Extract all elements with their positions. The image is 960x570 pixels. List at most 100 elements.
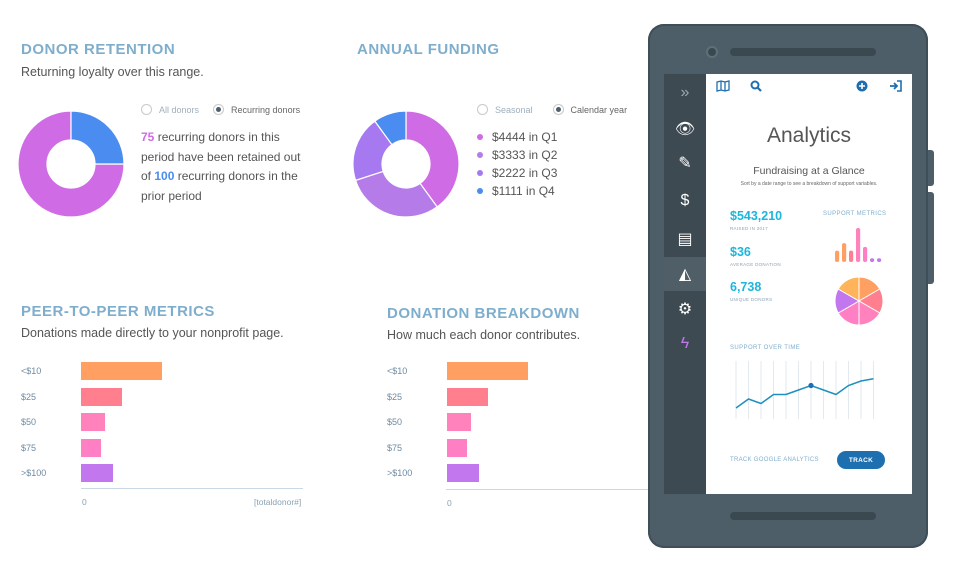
add-icon[interactable] bbox=[856, 80, 868, 95]
support-metrics-bar bbox=[870, 258, 875, 262]
support-line bbox=[735, 378, 874, 409]
gears-icon[interactable]: ⚙ bbox=[677, 301, 693, 318]
funding-slice bbox=[374, 110, 407, 146]
radio-all-donors[interactable]: All donors bbox=[141, 104, 199, 115]
breakdown-bar bbox=[447, 438, 468, 457]
breakdown-axis-line bbox=[446, 489, 650, 490]
breakdown-bar-label: <$10 bbox=[387, 366, 408, 376]
support-metrics-bar bbox=[835, 250, 840, 262]
quarter-legend: $4444 in Q1 $3333 in Q2 $2222 in Q3 $1111 i… bbox=[477, 128, 557, 200]
support-over-time-line-chart bbox=[735, 361, 874, 419]
contact-card-icon[interactable]: ▤ bbox=[677, 231, 693, 248]
legend-bullet-icon bbox=[477, 134, 483, 140]
breakdown-bar bbox=[447, 413, 472, 431]
quarter-legend-item: $1111 in Q4 bbox=[477, 182, 557, 200]
search-icon[interactable] bbox=[750, 80, 762, 95]
radio-indicator bbox=[213, 104, 225, 115]
radio-label: All donors bbox=[159, 104, 200, 115]
eye-icon[interactable]: 👁 bbox=[674, 121, 696, 138]
support-metrics-bar-chart bbox=[835, 228, 882, 262]
breakdown-bar-label: $50 bbox=[387, 417, 403, 427]
quarter-legend-item: $4444 in Q1 bbox=[477, 128, 557, 146]
support-over-time-label: SUPPORT OVER TIME bbox=[730, 345, 801, 351]
app-hint: Sort by a date range to see a breakdown … bbox=[740, 181, 878, 187]
speaker bbox=[730, 48, 876, 56]
retained-count: 75 bbox=[141, 130, 155, 144]
breakdown-axis-start: 0 bbox=[447, 498, 452, 508]
p2p-bar-label: $25 bbox=[21, 391, 37, 402]
breakdown-bar-label: $25 bbox=[387, 391, 403, 402]
pencil-icon[interactable]: ✎ bbox=[678, 155, 692, 172]
area-chart-icon[interactable]: ◭ bbox=[664, 257, 706, 291]
support-metrics-pie-slice bbox=[837, 276, 860, 302]
p2p-bar bbox=[81, 438, 102, 457]
track-button[interactable]: TRACK bbox=[837, 451, 885, 469]
donor-retention-subtitle: Returning loyalty over this range. bbox=[21, 65, 204, 79]
metric-average-value: $36 bbox=[730, 245, 751, 259]
legend-bullet-icon bbox=[477, 188, 483, 194]
retention-summary: 75 recurring donors in this period have … bbox=[141, 128, 313, 206]
p2p-bar bbox=[81, 464, 114, 482]
radio-label: Calendar year bbox=[570, 104, 628, 115]
donor-filter-radios: All donors Recurring donors bbox=[141, 104, 314, 115]
radio-recurring-donors[interactable]: Recurring donors bbox=[213, 104, 300, 115]
app-subtitle: Fundraising at a Glance bbox=[753, 165, 865, 177]
funding-slice bbox=[405, 110, 460, 208]
donation-breakdown-subtitle: How much each donor contributes. bbox=[387, 328, 581, 342]
sign-in-icon[interactable] bbox=[889, 80, 902, 95]
legend-bullet-icon bbox=[477, 170, 483, 176]
metric-raised-label: RAISED IN 2017 bbox=[730, 226, 768, 231]
dollar-icon[interactable]: $ bbox=[680, 192, 690, 209]
expand-icon[interactable]: » bbox=[680, 84, 690, 101]
support-metrics-bar bbox=[863, 246, 868, 262]
app-title: Analytics bbox=[766, 124, 852, 147]
tablet-screen: » 👁 ✎ $ ▤ ◭ ⚙ ϟ Analytics Fundraising at a Glan… bbox=[664, 74, 912, 494]
metric-average-label: AVERAGE DONATION bbox=[730, 262, 781, 267]
radio-label: Seasonal bbox=[495, 104, 533, 115]
p2p-axis-line bbox=[81, 488, 303, 489]
legend-label: $3333 in Q2 bbox=[492, 148, 558, 162]
support-metrics-bar bbox=[877, 258, 882, 262]
radio-indicator bbox=[141, 104, 152, 115]
legend-label: $2222 in Q3 bbox=[492, 166, 558, 180]
metric-raised-value: $543,210 bbox=[730, 209, 783, 223]
breakdown-bar bbox=[447, 387, 488, 406]
support-metrics-label: SUPPORT METRICS bbox=[823, 211, 887, 217]
funding-slice bbox=[354, 170, 438, 218]
p2p-bar-label: <$10 bbox=[21, 366, 42, 376]
radio-indicator bbox=[477, 104, 488, 115]
camera bbox=[706, 46, 718, 58]
metric-donors-value: 6,738 bbox=[730, 280, 762, 294]
support-metrics-bar bbox=[856, 228, 861, 262]
p2p-bar bbox=[81, 387, 122, 406]
support-metrics-bar bbox=[849, 250, 854, 262]
tablet-device: » 👁 ✎ $ ▤ ◭ ⚙ ϟ Analytics Fundraising at a Glan… bbox=[648, 24, 934, 548]
app-side-rail: » 👁 ✎ $ ▤ ◭ ⚙ ϟ bbox=[664, 74, 706, 494]
breakdown-bar bbox=[447, 464, 480, 482]
support-metrics-bar bbox=[842, 243, 847, 262]
lightning-icon[interactable]: ϟ bbox=[680, 335, 690, 352]
app-toolbar bbox=[706, 74, 912, 104]
p2p-bar-label: >$100 bbox=[21, 468, 47, 478]
radio-seasonal[interactable]: Seasonal bbox=[477, 104, 533, 115]
radio-indicator bbox=[552, 104, 564, 115]
peer-to-peer-subtitle: Donations made directly to your nonprofi… bbox=[21, 326, 284, 340]
radio-calendar-year[interactable]: Calendar year bbox=[552, 104, 628, 115]
home-bar bbox=[730, 512, 876, 520]
total-count: 100 bbox=[154, 169, 175, 183]
funding-period-radios: Seasonal Calendar year bbox=[477, 104, 641, 115]
legend-label: $1111 in Q4 bbox=[492, 184, 555, 198]
retention-text-a: recurring donors in this period have bee… bbox=[141, 130, 301, 183]
breakdown-bar bbox=[447, 362, 529, 380]
p2p-bar-label: $75 bbox=[21, 442, 37, 453]
peer-to-peer-title: PEER-TO-PEER METRICS bbox=[21, 303, 215, 320]
legend-bullet-icon bbox=[477, 152, 483, 158]
highlight-point bbox=[808, 382, 814, 389]
p2p-bar-label: $50 bbox=[21, 417, 37, 427]
p2p-axis-end: [totaldonor#] bbox=[254, 497, 302, 507]
breakdown-bar-label: >$100 bbox=[387, 468, 413, 478]
p2p-bar bbox=[81, 362, 163, 380]
map-icon[interactable] bbox=[716, 80, 730, 95]
metric-donors-label: UNIQUE DONORS bbox=[730, 297, 773, 302]
retention-text-b: recurring donors in the prior period bbox=[141, 169, 298, 203]
